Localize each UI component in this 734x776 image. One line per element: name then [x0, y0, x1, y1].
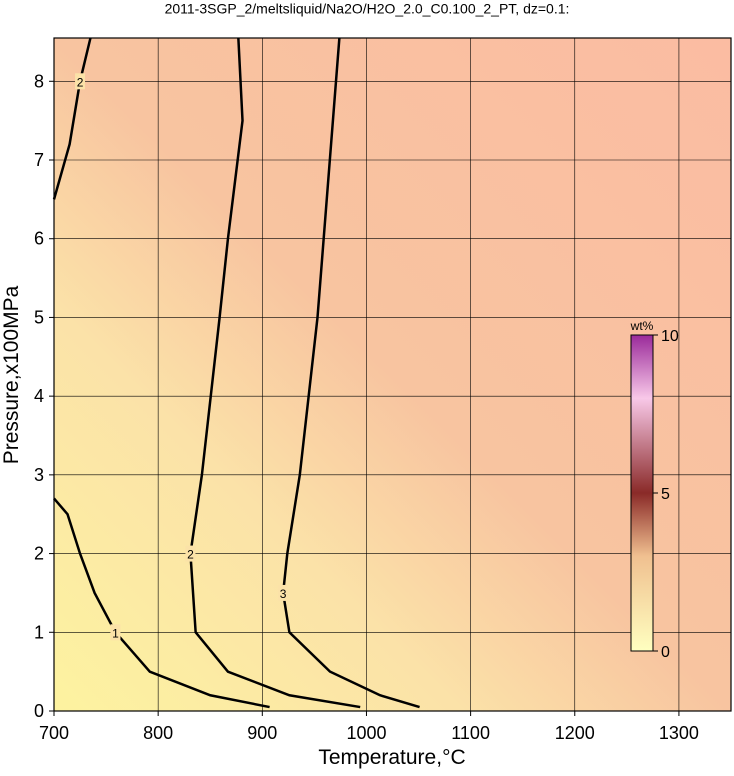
- x-tick-label: 1300: [659, 723, 699, 743]
- contour-label: 3: [280, 587, 287, 601]
- contour-label-bg: [75, 73, 86, 90]
- colorbar-tick-label: 5: [661, 486, 670, 503]
- chart-title: 2011-3SGP_2/meltsliquid/Na2O/H2O_2.0_C0.…: [165, 1, 570, 17]
- contour-label-bg: [110, 624, 121, 641]
- contour-label: 2: [77, 75, 84, 89]
- contour-line: [189, 37, 361, 709]
- y-tick-label: 8: [34, 71, 44, 91]
- plot-frame: [53, 37, 732, 712]
- contour-line: [52, 37, 92, 200]
- x-tick-label: 1200: [555, 723, 595, 743]
- contour-label: 1: [112, 626, 119, 640]
- y-tick-label: 7: [34, 150, 44, 170]
- x-tick-label: 700: [39, 723, 69, 743]
- x-tick-label: 800: [143, 723, 173, 743]
- colorbar: [630, 334, 654, 652]
- y-axis-label: Pressure,x100MPa: [0, 285, 23, 464]
- y-tick-label: 6: [34, 229, 44, 249]
- y-tick-label: 3: [34, 465, 44, 485]
- colorbar-tick-label: 0: [661, 644, 670, 661]
- x-axis-label: Temperature,°C: [318, 746, 465, 769]
- contour-label-bg: [185, 545, 196, 562]
- colorbar-label: wt%: [630, 319, 654, 333]
- y-tick-label: 2: [34, 544, 44, 564]
- contour-label: 2: [187, 548, 194, 562]
- contour-label-bg: [278, 584, 289, 601]
- contour-line: [53, 497, 270, 709]
- plot-background: [54, 38, 731, 711]
- y-tick-label: 4: [34, 386, 44, 406]
- x-tick-label: 900: [247, 723, 277, 743]
- y-tick-label: 0: [34, 701, 44, 721]
- y-tick-label: 1: [34, 622, 44, 642]
- x-tick-label: 1000: [346, 723, 386, 743]
- x-tick-label: 1100: [451, 723, 490, 743]
- colorbar-tick-label: 10: [661, 328, 679, 345]
- y-tick-label: 5: [34, 307, 44, 327]
